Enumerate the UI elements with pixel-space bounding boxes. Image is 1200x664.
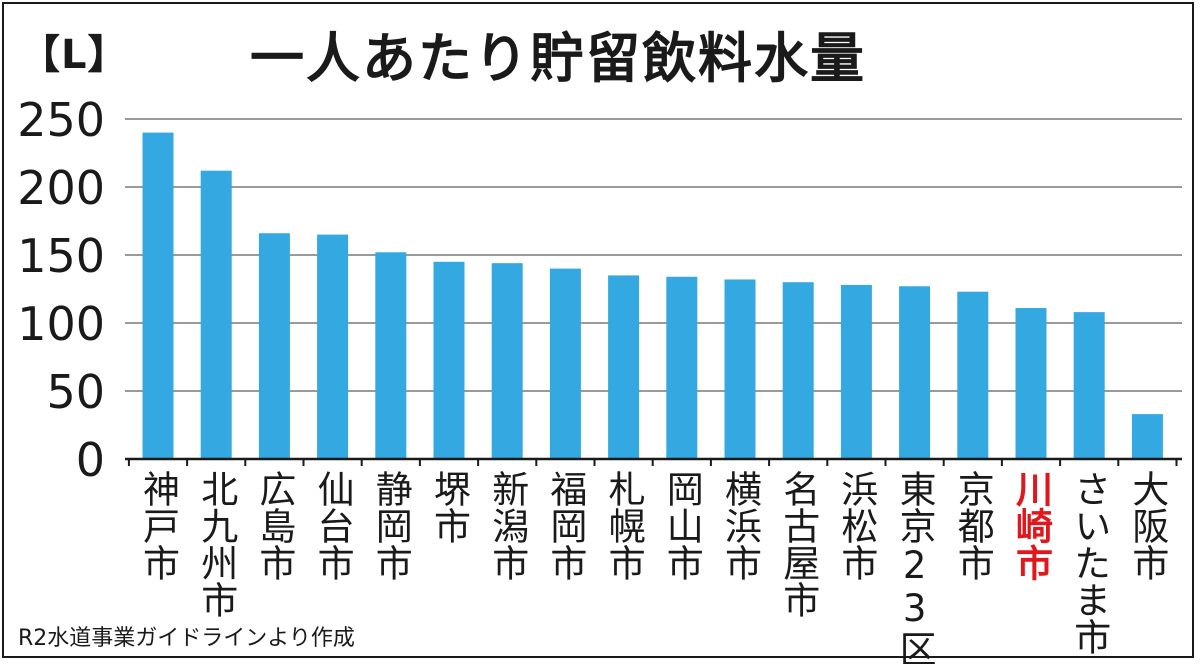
y-tick-label: 250	[17, 93, 105, 147]
chart-title: 一人あたり貯留飲料水量	[250, 27, 866, 90]
x-tick-label: 堺市	[428, 470, 471, 544]
bar	[1131, 414, 1163, 459]
y-tick-label: 200	[17, 161, 105, 215]
x-tick-label: さいたま市	[1068, 470, 1111, 655]
bar	[317, 234, 349, 459]
bar	[142, 132, 174, 459]
bar	[258, 233, 290, 459]
x-tick-label: 横浜市	[719, 470, 763, 581]
x-tick-label: 浜松市	[835, 470, 878, 581]
bar	[433, 261, 465, 459]
x-tick-label: 北九州市	[195, 470, 238, 618]
bar	[666, 276, 698, 459]
bar	[608, 275, 640, 459]
bar	[375, 252, 407, 459]
x-tick-label: 名古屋市	[777, 470, 820, 618]
bar	[200, 170, 232, 459]
y-tick-label: 100	[17, 297, 105, 351]
bar	[1015, 308, 1047, 459]
bar	[1073, 312, 1105, 459]
x-tick-label: 福岡市	[544, 470, 588, 581]
x-tick-label: 川崎市	[1010, 470, 1054, 581]
source-note: R2水道事業ガイドラインより作成	[18, 626, 355, 651]
bar	[782, 282, 814, 459]
bar	[724, 279, 756, 459]
x-tick-label: 大阪市	[1126, 470, 1169, 581]
bar	[957, 291, 989, 459]
x-tick-label: 新潟市	[486, 470, 529, 581]
x-tick-label: 京都市	[951, 470, 995, 581]
x-tick-label: 静岡市	[369, 470, 412, 581]
unit-label: 【L】	[20, 32, 129, 78]
x-tick-label: 岡山市	[660, 470, 703, 581]
y-tick-label: 50	[46, 365, 105, 419]
x-tick-label: 札幌市	[602, 470, 646, 581]
bar	[899, 286, 931, 459]
y-tick-label: 150	[17, 229, 105, 283]
x-tick-label: 神戸市	[137, 470, 180, 581]
x-tick-label: 東京23区	[893, 470, 936, 664]
bar	[491, 263, 523, 459]
bar	[840, 284, 872, 459]
x-tick-label: 仙台市	[311, 470, 354, 581]
y-tick-label: 0	[76, 433, 105, 487]
bar	[549, 268, 581, 459]
x-tick-label: 広島市	[253, 470, 296, 581]
